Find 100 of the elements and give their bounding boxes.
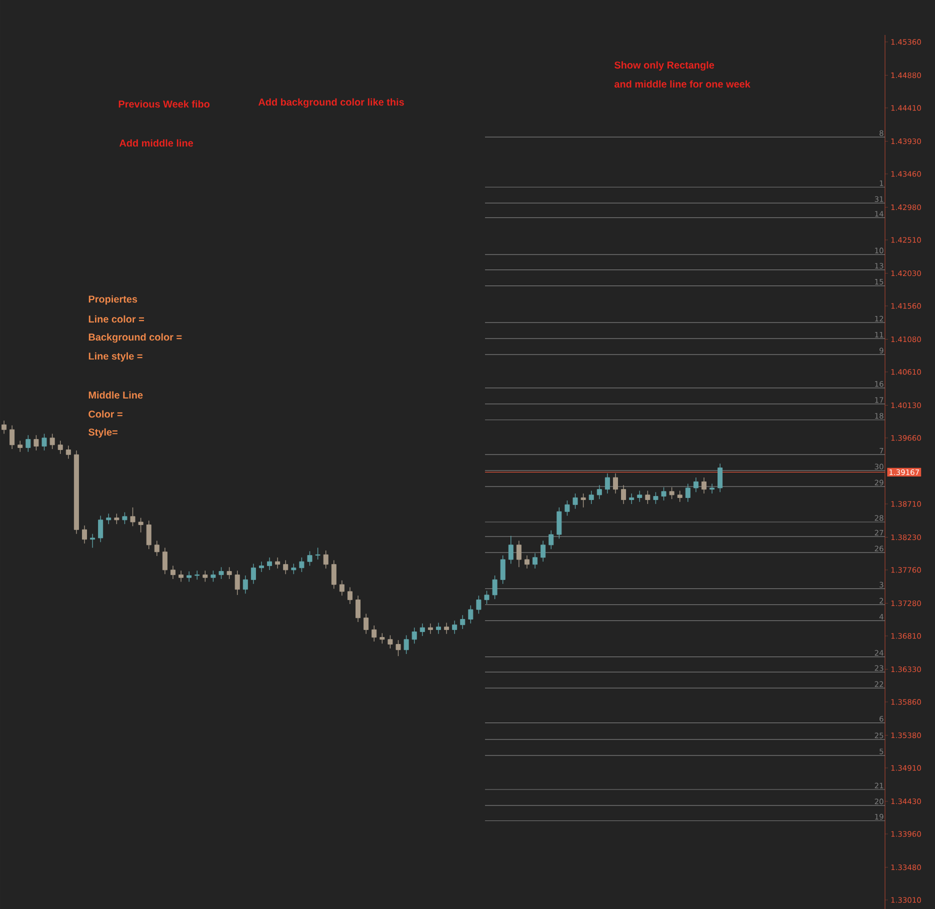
candlestick — [693, 477, 698, 492]
candlestick — [178, 570, 184, 582]
candlestick — [428, 622, 433, 634]
candlestick — [564, 500, 570, 516]
candlestick — [26, 434, 31, 452]
candlestick — [258, 561, 264, 572]
candlestick — [588, 490, 594, 504]
candlestick — [412, 627, 417, 644]
candlestick — [380, 632, 385, 644]
candlestick — [532, 552, 538, 569]
candlestick — [162, 547, 168, 574]
candlestick — [154, 540, 160, 556]
annotation: Middle Line — [88, 391, 143, 399]
candlestick — [710, 483, 715, 494]
annotation: Show only Rectangle — [614, 61, 714, 71]
candlestick — [42, 433, 47, 451]
candlestick — [580, 493, 586, 508]
annotation: and middle line for one week — [614, 80, 750, 88]
annotation: Add middle line — [119, 139, 194, 147]
candlestick — [436, 622, 441, 634]
candlestick — [210, 570, 216, 582]
annotation: Propiertes — [88, 295, 138, 305]
candlestick — [596, 484, 602, 500]
candlestick — [283, 560, 288, 574]
candlestick — [484, 590, 490, 604]
candlestick — [508, 535, 514, 564]
candlestick — [444, 622, 450, 634]
candlestick — [524, 554, 530, 569]
candlestick — [331, 560, 336, 589]
candlestick — [234, 570, 240, 596]
candlestick — [66, 445, 71, 460]
candlestick — [18, 440, 23, 452]
candlestick — [661, 486, 666, 501]
candlestick — [612, 472, 618, 494]
candlestick — [146, 520, 152, 550]
candlestick — [452, 620, 458, 634]
annotation: Background color = — [88, 333, 182, 343]
candlestick — [202, 570, 208, 582]
candlestick — [404, 634, 409, 654]
candlestick — [685, 483, 690, 502]
candlestick — [572, 493, 578, 510]
candlestick — [194, 570, 200, 580]
candlestick — [372, 625, 377, 642]
candlestick — [90, 533, 96, 548]
candlestick — [138, 517, 144, 533]
candlestick — [250, 563, 256, 584]
candlestick — [58, 440, 63, 454]
candlestick — [637, 490, 642, 502]
candlestick — [396, 640, 401, 656]
candlestick — [629, 493, 634, 504]
candlestick — [114, 513, 120, 524]
candlestick — [669, 486, 674, 500]
candlestick — [556, 506, 562, 539]
candlestick — [267, 556, 272, 570]
candlestick — [500, 554, 506, 584]
candlestick — [307, 550, 312, 566]
candlestick — [621, 484, 626, 504]
candlestick — [476, 595, 482, 614]
candlestick — [356, 595, 361, 622]
candlestick — [34, 434, 39, 451]
candlestick — [242, 575, 248, 594]
candlestick — [548, 530, 554, 550]
candlestick — [299, 556, 304, 572]
candlestick — [492, 575, 498, 600]
annotation: Previous Week fibo — [118, 100, 210, 108]
candlestick — [130, 506, 136, 526]
annotation: Style= — [88, 428, 118, 438]
candlestick — [315, 547, 320, 560]
candlestick — [718, 463, 723, 492]
candlestick — [388, 634, 393, 649]
candlestick — [604, 472, 610, 494]
candlestick — [275, 556, 280, 569]
annotation: Line color = — [88, 315, 144, 323]
candlestick — [460, 614, 466, 630]
candlestick — [347, 586, 352, 604]
annotation: Add background color like this — [258, 98, 404, 108]
candlestick — [98, 515, 104, 542]
candlestick — [50, 433, 55, 450]
candlestick — [323, 550, 328, 569]
candlestick — [645, 490, 650, 504]
candlestick — [106, 513, 112, 524]
candlestick — [291, 563, 296, 574]
candlestick — [218, 566, 224, 580]
annotation: Color = — [88, 410, 122, 418]
annotation: Line style = — [88, 352, 142, 362]
candlestick — [653, 492, 658, 504]
candlestick — [516, 540, 522, 568]
candlestick — [186, 570, 192, 582]
candlestick — [468, 604, 474, 624]
candlestick — [226, 566, 232, 580]
candlestick — [701, 477, 706, 494]
candlestick — [170, 565, 176, 580]
candlestick — [540, 540, 546, 562]
candlestick — [339, 580, 344, 596]
candlestick — [122, 512, 128, 524]
candlestick — [420, 622, 425, 636]
candlestick — [2, 420, 7, 434]
candlestick — [10, 424, 15, 450]
candlestick — [677, 490, 682, 502]
candlestick — [364, 613, 369, 634]
